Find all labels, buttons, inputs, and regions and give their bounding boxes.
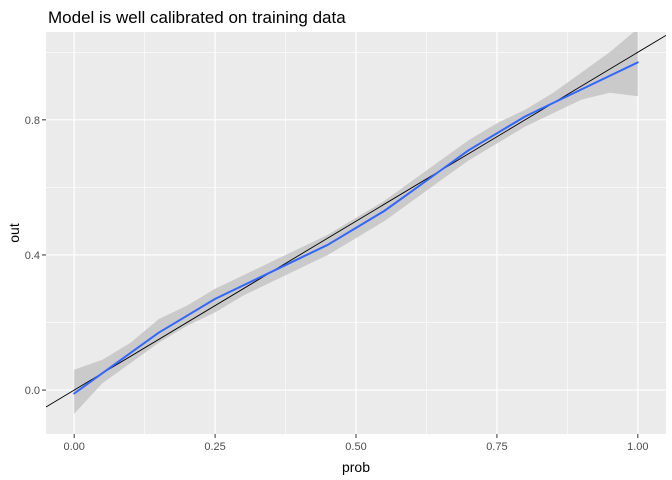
y-tick-label: 0.0 xyxy=(25,385,40,397)
y-axis-title: out xyxy=(6,223,22,243)
x-tick-label: 0.25 xyxy=(204,441,225,453)
y-tick-label: 0.4 xyxy=(25,250,40,262)
chart-title: Model is well calibrated on training dat… xyxy=(48,8,346,27)
plot-marks xyxy=(46,32,666,414)
x-tick-label: 0.50 xyxy=(345,441,366,453)
y-axis-ticks: 0.0 0.4 0.8 xyxy=(25,115,46,397)
x-tick-label: 1.00 xyxy=(627,441,648,453)
x-axis-ticks: 0.00 0.25 0.50 0.75 1.00 xyxy=(63,434,649,453)
smoothed-fit-line xyxy=(73,61,639,395)
x-axis-title: prob xyxy=(342,459,370,475)
y-tick-label: 0.8 xyxy=(25,115,40,127)
x-tick-label: 0.00 xyxy=(63,441,84,453)
confidence-band xyxy=(74,32,638,414)
x-tick-label: 0.75 xyxy=(486,441,507,453)
